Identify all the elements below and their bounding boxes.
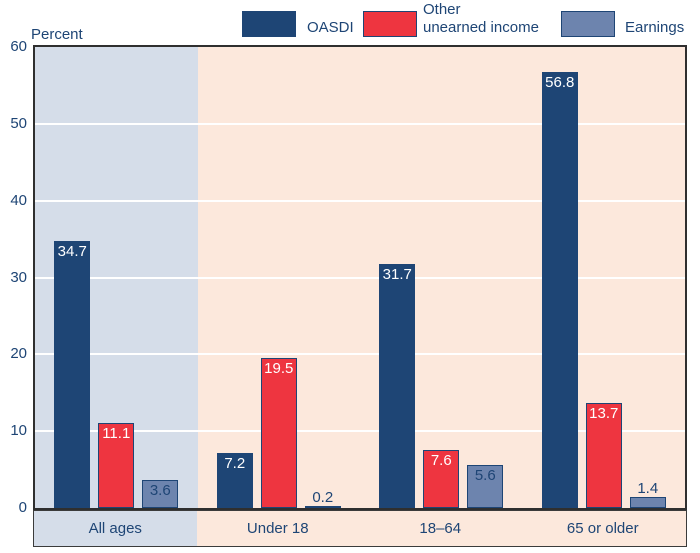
bar: 1.4 bbox=[629, 480, 666, 508]
legend-swatch-oasdi bbox=[242, 11, 296, 37]
legend-swatch-earnings bbox=[561, 11, 615, 37]
legend-label-earnings: Earnings bbox=[625, 19, 685, 36]
bar: 0.2 bbox=[304, 489, 341, 508]
bar: 5.6 bbox=[467, 464, 504, 508]
x-category-label: 65 or older bbox=[566, 520, 639, 537]
bar: 34.7 bbox=[54, 241, 91, 508]
y-tick-label: 0 bbox=[18, 499, 27, 516]
y-tick-label: 50 bbox=[10, 114, 27, 132]
bar-group: 31.7 7.6 5.6 bbox=[360, 47, 523, 508]
bar-value-label: 7.6 bbox=[430, 451, 452, 469]
bar-value-label: 3.6 bbox=[149, 482, 171, 500]
x-strip-highlight-band bbox=[34, 511, 197, 546]
bar-group: 34.7 11.1 3.6 bbox=[35, 47, 198, 508]
legend-label-other-unearned-income: Other unearned income bbox=[423, 1, 539, 37]
bar-value-label: 56.8 bbox=[545, 73, 575, 91]
bar: 7.6 bbox=[423, 449, 460, 508]
y-tick-label: 10 bbox=[10, 422, 27, 440]
y-tick-label: 60 bbox=[10, 38, 27, 55]
bar-value-label: 7.2 bbox=[224, 454, 246, 472]
y-tick-label: 20 bbox=[10, 345, 27, 363]
bar-value-label: 11.1 bbox=[102, 424, 131, 442]
plot-inner: 34.7 11.1 3.6 7.2 19.5 0.2 31.7 7.6 5.6 56.8 13.7 1… bbox=[35, 47, 685, 508]
bar-value-label: 19.5 bbox=[264, 360, 294, 378]
legend-swatch-other-unearned-income bbox=[363, 11, 417, 37]
bar: 3.6 bbox=[142, 480, 179, 508]
bar-value-label: 0.2 bbox=[312, 489, 334, 506]
bar: 13.7 bbox=[585, 402, 622, 508]
grid-line bbox=[35, 430, 685, 433]
y-tick-label: 30 bbox=[10, 268, 27, 286]
bar-value-label: 13.7 bbox=[589, 404, 619, 422]
legend-label-line1: Other bbox=[423, 1, 461, 18]
legend-label-line2: unearned income bbox=[423, 19, 539, 36]
x-category-label: 18–64 bbox=[419, 520, 462, 537]
y-tick-label: 40 bbox=[10, 191, 27, 209]
bar-group: 7.2 19.5 0.2 bbox=[198, 47, 361, 508]
bar: 7.2 bbox=[216, 452, 253, 508]
x-axis-labels: All ages Under 18 18–64 65 or older bbox=[33, 510, 687, 547]
x-category-label: Under 18 bbox=[246, 520, 309, 537]
bar: 11.1 bbox=[98, 422, 135, 508]
grid-line bbox=[35, 353, 685, 356]
grid-line bbox=[35, 122, 685, 125]
bar-group: 56.8 13.7 1.4 bbox=[523, 47, 686, 508]
x-category-label: All ages bbox=[88, 520, 142, 537]
bar-value-label: 5.6 bbox=[474, 466, 496, 484]
grid-line bbox=[35, 276, 685, 279]
bar: 56.8 bbox=[541, 71, 578, 508]
grid-line bbox=[35, 199, 685, 202]
bar-value-label: 1.4 bbox=[637, 480, 659, 498]
plot-area: 34.7 11.1 3.6 7.2 19.5 0.2 31.7 7.6 5.6 56.8 13.7 1… bbox=[33, 45, 687, 510]
y-axis-title: Percent bbox=[31, 26, 83, 43]
bar-value-label: 34.7 bbox=[57, 243, 87, 261]
bar: 19.5 bbox=[260, 358, 297, 508]
bar: 31.7 bbox=[379, 264, 416, 508]
legend-label-oasdi: OASDI bbox=[307, 19, 354, 36]
bar-value-label: 31.7 bbox=[382, 266, 412, 284]
